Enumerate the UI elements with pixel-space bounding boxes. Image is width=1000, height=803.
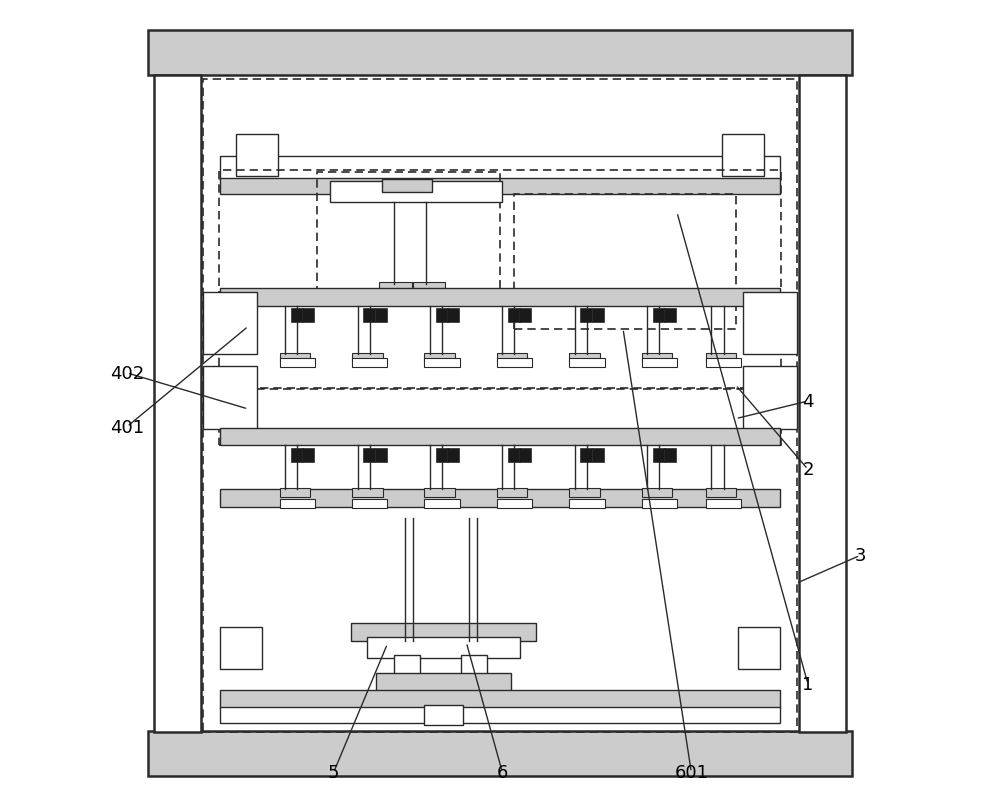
Bar [424, 353, 455, 362]
Text: 401: 401 [110, 418, 144, 436]
Bar [580, 448, 592, 463]
Bar [497, 488, 527, 497]
Bar [592, 448, 604, 463]
Bar [738, 627, 780, 669]
Bar [424, 359, 460, 368]
Bar [424, 705, 463, 725]
Bar [461, 655, 487, 676]
Bar [363, 308, 375, 323]
Bar [220, 707, 780, 723]
Bar [706, 499, 741, 508]
Bar [519, 308, 531, 323]
Bar [280, 359, 315, 368]
Text: 601: 601 [674, 764, 708, 781]
Bar [653, 308, 665, 323]
Bar [514, 194, 736, 329]
Bar [424, 499, 460, 508]
Bar [642, 488, 672, 497]
Bar [351, 623, 536, 641]
Bar [447, 308, 459, 323]
Bar [642, 359, 677, 368]
Bar [569, 488, 600, 497]
Text: 5: 5 [328, 764, 339, 781]
Bar [497, 353, 527, 362]
Bar [219, 171, 781, 446]
Bar [203, 389, 797, 732]
Bar [220, 289, 780, 307]
Bar [220, 428, 780, 446]
Bar [706, 353, 736, 362]
Bar [413, 283, 445, 291]
Bar [280, 353, 310, 362]
Bar [302, 308, 314, 323]
Bar [220, 157, 780, 181]
Bar [375, 448, 387, 463]
Bar [569, 499, 605, 508]
Bar [363, 448, 375, 463]
Bar [382, 180, 432, 193]
Bar [569, 359, 605, 368]
Bar [743, 292, 797, 355]
Bar [317, 173, 500, 293]
Bar [743, 367, 797, 430]
Bar [508, 448, 520, 463]
Bar [330, 181, 502, 202]
Bar [569, 353, 600, 362]
Bar [148, 731, 852, 777]
Bar [436, 308, 448, 323]
Bar [203, 292, 257, 355]
Bar [447, 448, 459, 463]
Text: 3: 3 [854, 547, 866, 565]
Bar [280, 499, 315, 508]
Bar [280, 488, 310, 497]
Bar [424, 488, 455, 497]
Bar [642, 499, 677, 508]
Bar [497, 359, 532, 368]
Bar [592, 308, 604, 323]
Text: 402: 402 [110, 365, 144, 382]
Bar [236, 135, 278, 177]
Text: 2: 2 [802, 461, 814, 479]
Bar [519, 448, 531, 463]
Bar [497, 499, 532, 508]
Text: 6: 6 [497, 764, 508, 781]
Bar [706, 359, 741, 368]
Bar [367, 638, 520, 658]
Bar [352, 359, 387, 368]
Bar [220, 691, 780, 708]
Bar [799, 75, 846, 732]
Bar [664, 448, 676, 463]
Text: 1: 1 [802, 675, 814, 693]
Text: 4: 4 [802, 393, 814, 410]
Bar [291, 308, 303, 323]
Bar [722, 135, 764, 177]
Bar [220, 490, 780, 507]
Bar [664, 308, 676, 323]
Bar [220, 627, 262, 669]
Bar [394, 655, 420, 676]
Bar [203, 367, 257, 430]
Bar [706, 488, 736, 497]
Bar [352, 488, 383, 497]
Bar [642, 353, 672, 362]
Bar [291, 448, 303, 463]
Bar [203, 80, 797, 389]
Bar [302, 448, 314, 463]
Bar [436, 448, 448, 463]
Bar [375, 308, 387, 323]
Bar [653, 448, 665, 463]
Bar [508, 308, 520, 323]
Bar [352, 353, 383, 362]
Bar [580, 308, 592, 323]
Bar [148, 31, 852, 76]
Bar [220, 179, 780, 195]
Bar [154, 75, 201, 732]
Bar [376, 673, 511, 692]
Bar [352, 499, 387, 508]
Bar [379, 283, 412, 291]
